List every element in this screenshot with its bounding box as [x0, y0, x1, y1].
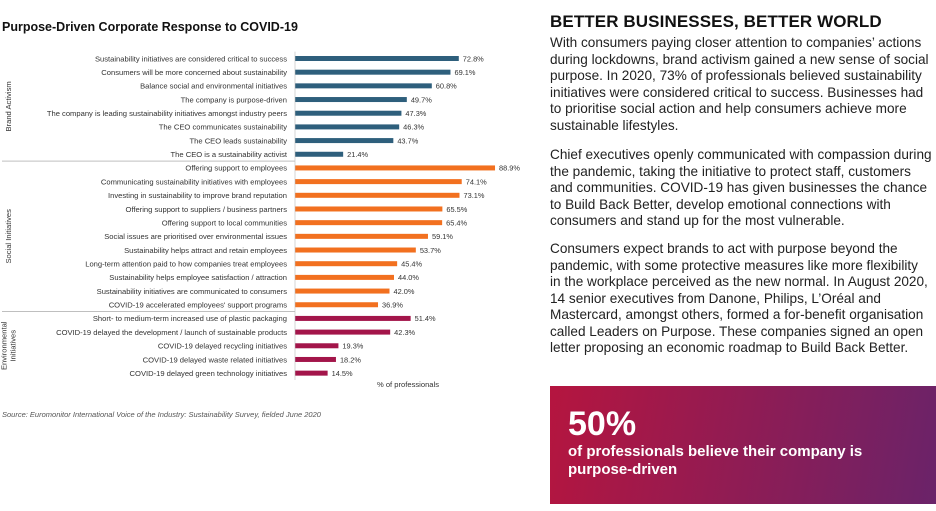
category-label: COVID-19 accelerated employees' support …	[109, 301, 288, 310]
group-label: Social Initiatives	[4, 209, 13, 264]
callout-stat: 50%	[568, 405, 637, 443]
category-label: COVID-19 delayed recycling initiatives	[158, 342, 287, 351]
article-paragraph-2: Chief executives openly communicated wit…	[550, 147, 932, 228]
value-label: 21.4%	[347, 150, 368, 159]
value-label: 65.5%	[446, 205, 467, 214]
article-title: BETTER BUSINESSES, BETTER WORLD	[550, 12, 882, 31]
bar	[295, 261, 398, 267]
value-label: 53.7%	[420, 246, 441, 255]
value-label: 18.2%	[340, 355, 361, 364]
value-label: 19.3%	[342, 342, 363, 351]
article-paragraph-3: Consumers expect brands to act with purp…	[550, 241, 928, 355]
category-label: COVID-19 delayed the development / launc…	[56, 328, 287, 337]
callout-text: of professionals believe their company i…	[568, 443, 863, 478]
stat-callout: 50% of professionals believe their compa…	[550, 386, 936, 504]
group-label: Brand Activism	[4, 81, 13, 131]
group-label: Initiatives	[9, 330, 18, 362]
category-label: Short- to medium-term increased use of p…	[93, 314, 287, 323]
category-label: Sustainability initiatives are considere…	[95, 54, 287, 63]
value-label: 73.1%	[463, 191, 484, 200]
bar	[295, 329, 391, 335]
bar	[295, 315, 411, 321]
category-label: Offering support to suppliers / business…	[125, 205, 287, 214]
category-label: Sustainability initiatives are communica…	[97, 287, 288, 296]
group-label: Environmental	[0, 321, 9, 370]
value-label: 88.9%	[499, 164, 520, 173]
bar	[295, 233, 428, 239]
category-label: Offering support to employees	[185, 164, 287, 173]
value-label: 49.7%	[411, 95, 432, 104]
category-label: The CEO is a sustainability activist	[171, 150, 288, 159]
category-label: The company is leading sustainability in…	[47, 109, 287, 118]
value-label: 42.0%	[394, 287, 415, 296]
category-label: COVID-19 delayed waste related initiativ…	[143, 355, 288, 364]
value-label: 60.8%	[436, 82, 457, 91]
category-label: Offering support to local communities	[162, 218, 287, 227]
bar	[295, 56, 459, 61]
value-label: 47.3%	[405, 109, 426, 118]
bar	[295, 151, 344, 157]
category-label: Balance social and environmental initiat…	[140, 82, 287, 91]
bar	[295, 370, 328, 376]
value-label: 42.3%	[394, 328, 415, 337]
value-label: 46.3%	[403, 123, 424, 132]
value-label: 44.0%	[398, 273, 419, 282]
bar	[295, 220, 443, 226]
bar	[295, 97, 407, 103]
bar	[295, 343, 339, 349]
value-label: 74.1%	[466, 177, 487, 186]
bar	[295, 179, 462, 185]
value-label: 51.4%	[415, 314, 436, 323]
category-label: Sustainability helps employee satisfacti…	[109, 273, 287, 282]
category-label: Investing in sustainability to improve b…	[108, 191, 287, 200]
category-label: The CEO communicates sustainability	[159, 123, 288, 132]
bar	[295, 288, 390, 294]
category-label: Communicating sustainability initiatives…	[101, 177, 287, 186]
bar	[295, 110, 402, 116]
category-label: Social issues are prioritised over envir…	[104, 232, 287, 241]
bar	[295, 165, 496, 171]
bar	[295, 83, 432, 89]
bar	[295, 124, 400, 130]
bar-chart: Sustainability initiatives are considere…	[0, 51, 520, 389]
bar	[295, 192, 460, 198]
bar	[295, 274, 394, 280]
chart-title: Purpose-Driven Corporate Response to COV…	[2, 20, 298, 34]
bar	[295, 69, 451, 75]
value-label: 69.1%	[454, 68, 475, 77]
category-label: The company is purpose-driven	[181, 95, 287, 104]
value-label: 45.4%	[401, 260, 422, 269]
category-label: Long-term attention paid to how companie…	[85, 260, 287, 269]
source-note: Source: Euromonitor International Voice …	[2, 410, 321, 419]
value-label: 72.8%	[463, 54, 484, 63]
bar	[295, 356, 336, 362]
value-label: 43.7%	[397, 136, 418, 145]
value-label: 59.1%	[432, 232, 453, 241]
category-label: Consumers will be more concerned about s…	[101, 68, 287, 77]
value-label: 14.5%	[332, 369, 353, 378]
bar	[295, 138, 394, 144]
category-label: Sustainability helps attract and retain …	[124, 246, 287, 255]
bar	[295, 302, 379, 308]
article-paragraph-1: With consumers paying closer attention t…	[550, 35, 929, 133]
category-label: The CEO leads sustainability	[190, 136, 288, 145]
bar	[295, 206, 443, 212]
value-label: 36.9%	[382, 301, 403, 310]
category-label: COVID-19 delayed green technology initia…	[130, 369, 288, 378]
x-axis-label: % of professionals	[377, 380, 439, 389]
value-label: 65.4%	[446, 218, 467, 227]
bar	[295, 247, 416, 253]
